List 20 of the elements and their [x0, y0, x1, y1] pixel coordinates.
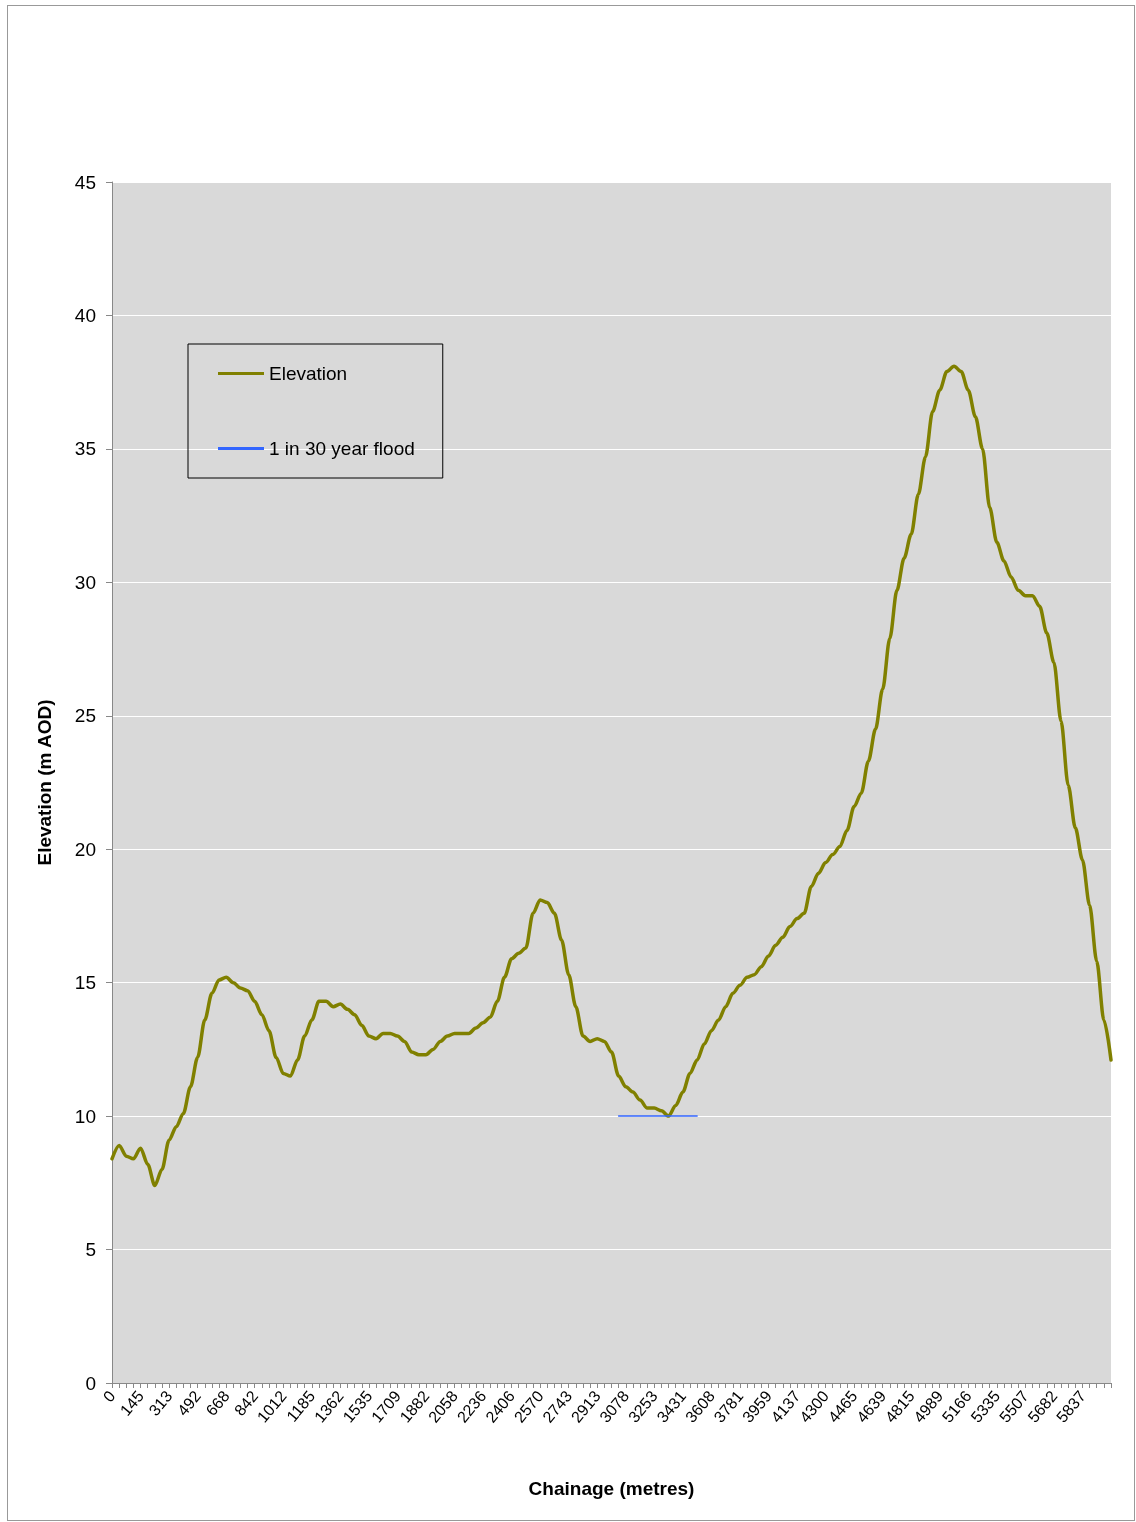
y-tick-label: 5	[85, 1239, 96, 1261]
y-tick-label: 45	[74, 171, 96, 193]
y-tick-label: 40	[74, 304, 96, 326]
x-tick-label: 313	[145, 1387, 176, 1419]
x-tick-label: 0	[99, 1387, 119, 1406]
x-tick-label: 492	[173, 1387, 205, 1419]
x-tick-label: 145	[116, 1387, 148, 1419]
y-axis-title: Elevation (m AOD)	[34, 699, 55, 866]
legend-label: Elevation	[269, 363, 348, 384]
legend-label: 1 in 30 year flood	[269, 438, 415, 459]
y-tick-label: 10	[74, 1105, 96, 1127]
y-tick-label: 15	[74, 972, 96, 994]
y-tick-label: 35	[74, 438, 96, 460]
y-tick-label: 0	[85, 1372, 96, 1394]
line-series	[110, 364, 1113, 1188]
y-tick-label: 20	[74, 838, 96, 860]
y-tick-label: 30	[74, 571, 96, 593]
y-tick-label: 25	[74, 705, 96, 727]
x-axis-title: Chainage (metres)	[528, 1478, 695, 1499]
x-tick-label: 668	[202, 1387, 233, 1419]
